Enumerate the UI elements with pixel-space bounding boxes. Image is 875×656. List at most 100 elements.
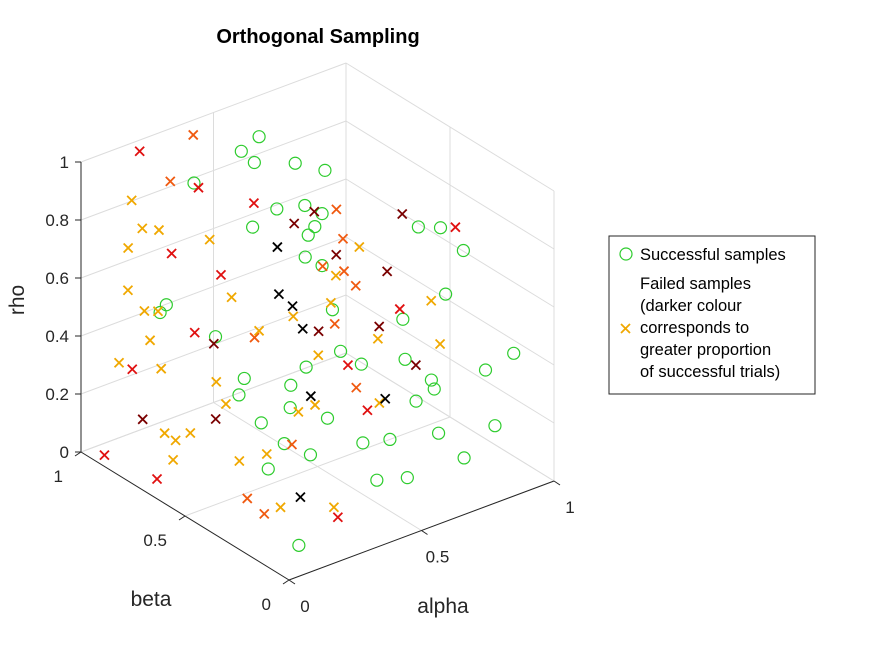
failed-sample-point — [99, 449, 110, 461]
successful-sample-point — [431, 426, 446, 440]
marks-layer — [99, 129, 521, 552]
legend-failed-line-5: of successful trials) — [640, 363, 780, 381]
successful-sample-point — [320, 411, 335, 425]
failed-sample-point — [313, 326, 324, 337]
failed-sample-point — [338, 266, 350, 277]
failed-sample-point — [342, 359, 354, 371]
z-tick-label: 0.4 — [45, 327, 69, 346]
failed-sample-point — [434, 338, 446, 350]
failed-sample-point — [170, 435, 181, 446]
successful-sample-point — [303, 448, 318, 462]
successful-sample-point — [433, 221, 448, 235]
x-axis-label: alpha — [417, 595, 469, 618]
failed-sample-point — [331, 204, 342, 215]
legend-successful-label: Successful samples — [640, 246, 786, 264]
failed-sample-point — [380, 393, 391, 404]
x-tick-mark — [288, 579, 296, 585]
failed-sample-point — [272, 241, 283, 253]
successful-sample-point — [308, 220, 322, 234]
successful-sample-point — [507, 346, 521, 360]
legend-failed-line-2: (darker colour — [640, 297, 742, 315]
chart-title: Orthogonal Sampling — [216, 26, 419, 48]
failed-sample-point — [309, 206, 320, 217]
failed-sample-point — [337, 233, 349, 244]
failed-sample-point — [159, 428, 170, 439]
failed-sample-point — [289, 218, 300, 229]
successful-sample-point — [254, 416, 268, 430]
successful-sample-point — [370, 473, 384, 487]
successful-sample-point — [187, 176, 201, 190]
successful-sample-point — [400, 471, 414, 485]
failed-sample-point — [293, 406, 304, 418]
failed-sample-point — [297, 323, 308, 334]
failed-sample-point — [329, 318, 340, 329]
legend-circle-marker — [619, 247, 633, 261]
failed-sample-point — [426, 295, 437, 306]
failed-sample-point — [127, 364, 138, 375]
failed-sample-point — [354, 241, 365, 253]
failed-sample-point — [139, 305, 150, 317]
failed-sample-point — [152, 306, 164, 317]
failed-sample-point — [288, 311, 299, 322]
failed-sample-point — [351, 382, 362, 393]
y-tick-mark — [282, 579, 290, 585]
failed-sample-point — [153, 224, 165, 236]
failed-sample-point — [167, 454, 179, 465]
failed-sample-point — [165, 176, 176, 187]
failed-sample-point — [295, 491, 306, 503]
failed-sample-point — [382, 266, 393, 277]
successful-sample-point — [298, 250, 312, 264]
failed-sample-point — [287, 301, 298, 312]
failed-sample-point — [211, 376, 222, 388]
grid-line-floor-beta — [184, 416, 451, 517]
legend-failed-line-1: Failed samples — [640, 275, 751, 293]
failed-sample-point — [350, 280, 361, 291]
failed-sample-point — [253, 325, 265, 336]
failed-sample-point — [331, 249, 342, 260]
failed-sample-point — [215, 269, 227, 281]
failed-sample-point — [204, 234, 215, 245]
successful-sample-point — [439, 287, 453, 301]
successful-sample-point — [478, 363, 493, 377]
failed-sample-point — [210, 413, 221, 425]
failed-sample-point — [309, 399, 321, 411]
z-tick-label: 1 — [60, 153, 69, 172]
z-tick-label: 0.8 — [45, 211, 69, 230]
successful-sample-point — [301, 228, 315, 242]
successful-sample-point — [427, 382, 441, 396]
failed-sample-point — [248, 198, 260, 209]
failed-sample-point — [189, 327, 200, 338]
successful-sample-point — [409, 394, 423, 408]
x-tick-label: 0.5 — [426, 548, 450, 567]
successful-sample-point — [424, 373, 438, 387]
successful-sample-point — [159, 298, 173, 312]
failed-sample-point — [328, 502, 340, 513]
successful-sample-point — [318, 163, 332, 177]
successful-sample-point — [237, 371, 251, 386]
x-tick-mark — [553, 480, 561, 486]
failed-sample-point — [305, 391, 316, 402]
successful-sample-point — [457, 451, 471, 465]
y-tick-label: 0.5 — [143, 531, 167, 550]
failed-sample-point — [374, 321, 385, 332]
failed-sample-point — [122, 242, 134, 254]
failed-sample-point — [113, 357, 125, 368]
failed-sample-point — [374, 397, 385, 409]
axis-layer: 0 0.5 1 0 0.5 1 0 0.2 0.4 0.6 0.8 1 — [45, 153, 574, 616]
failed-sample-point — [151, 473, 163, 485]
successful-sample-point — [298, 198, 312, 213]
failed-sample-point — [317, 261, 328, 272]
successful-sample-point — [246, 220, 260, 234]
successful-sample-point — [270, 202, 284, 216]
z-tick-label: 0.6 — [45, 269, 69, 288]
y-tick-mark — [178, 515, 186, 521]
y-axis-label: beta — [131, 588, 172, 611]
failed-sample-point — [185, 427, 196, 439]
y-tick-label: 0 — [262, 595, 271, 614]
failed-sample-point — [242, 493, 253, 504]
failed-sample-point — [273, 288, 285, 300]
failed-sample-point — [122, 285, 134, 296]
failed-sample-point — [330, 270, 341, 281]
failed-sample-point — [362, 405, 373, 416]
